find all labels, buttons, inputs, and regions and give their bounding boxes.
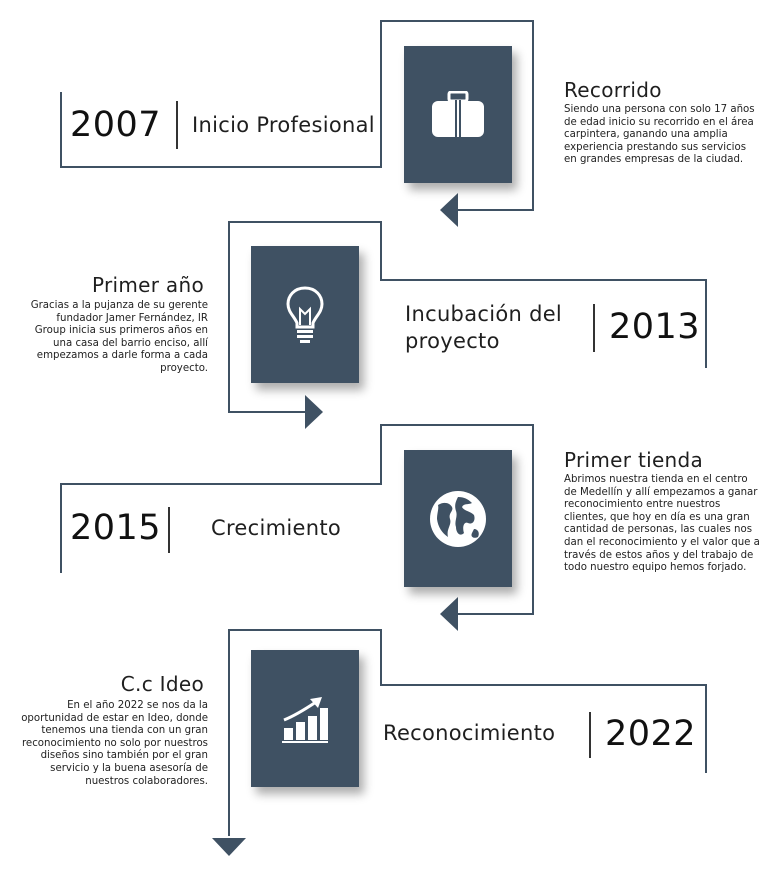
year-2013: 2013 [609,307,701,347]
milestone-label-2: Incubación del proyecto [405,302,563,353]
milestone-box-2 [251,246,359,383]
milestone-title-4: C.c Ideo [120,672,204,696]
growth-chart-icon [282,696,328,743]
milestone-label-3: Crecimiento [211,516,342,540]
milestone-label-1: Inicio Profesional [192,113,375,137]
arrow-right-2 [305,395,323,429]
milestone-box-3 [404,450,512,587]
globe-icon [430,490,486,547]
arrow-down-4 [212,838,246,856]
divider [593,304,595,352]
milestone-description-3: Abrimos nuestra tienda en el centro de M… [564,474,760,574]
year-2015: 2015 [70,508,162,548]
lightbulb-icon [286,285,324,343]
divider [168,507,170,553]
arrow-left-1 [440,193,458,227]
milestone-description-1: Siendo una persona con solo 17 años de e… [564,104,755,166]
year-2007: 2007 [70,105,162,145]
milestone-box-1 [404,46,512,183]
briefcase-icon [432,90,484,137]
milestone-box-4 [251,650,359,787]
divider [589,712,591,758]
arrow-left-3 [440,597,458,631]
milestone-label-4: Reconocimiento [383,721,556,745]
divider [176,101,178,149]
milestone-title-1: Recorrido [564,78,662,102]
year-2022: 2022 [605,714,697,754]
milestone-description-2: Gracias a la pujanza de su gerente funda… [30,300,208,374]
milestone-description-4: En el año 2022 se nos da la oportunidad … [21,700,208,787]
milestone-title-3: Primer tienda [564,448,704,472]
milestone-title-2: Primer año [91,273,204,297]
